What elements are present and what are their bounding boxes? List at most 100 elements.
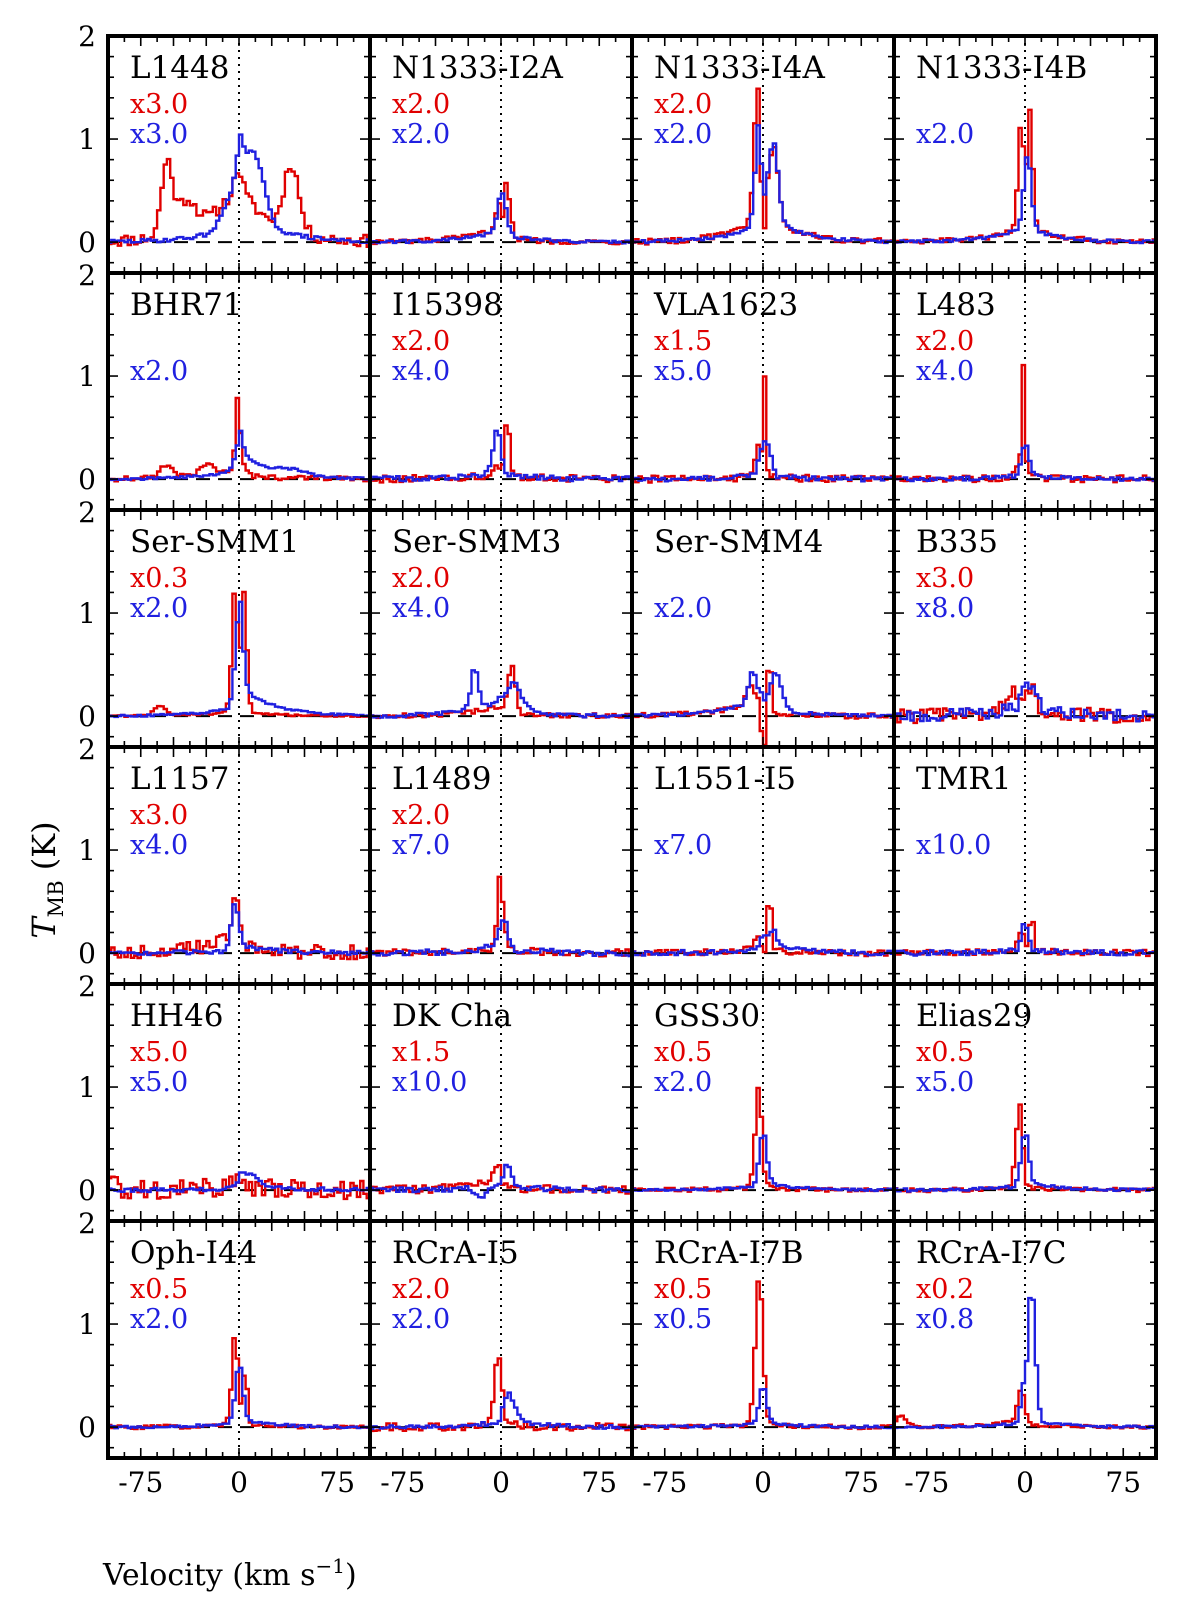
spectra [370, 424, 632, 484]
blue-spectrum [894, 444, 1156, 483]
panel-l1551-i5: L1551-I5 x7.0 [630, 745, 896, 986]
y-tick-label: 1 [78, 1071, 96, 1104]
blue-spectrum [894, 923, 1156, 957]
red-scale-factor: x5.0 [130, 1037, 188, 1068]
spectra [894, 108, 1156, 245]
spectra [108, 1337, 370, 1431]
panel-title: B335 [916, 524, 998, 560]
y-tick-label: 0 [78, 700, 96, 733]
blue-scale-factor: x2.0 [916, 119, 974, 150]
y-axis-label-tail: (K) [25, 821, 63, 880]
spectra [894, 1296, 1156, 1430]
red-scale-factor: x0.5 [916, 1037, 974, 1068]
blue-spectrum [894, 681, 1156, 723]
spectra [108, 396, 370, 483]
blue-scale-factor: x10.0 [392, 1067, 467, 1098]
x-tick-label: 75 [319, 1466, 355, 1499]
blue-spectrum [108, 1366, 370, 1430]
tick-marks [893, 36, 1157, 273]
red-scale-factor: x0.2 [916, 1274, 974, 1305]
blue-spectrum [108, 429, 370, 482]
blue-scale-factor: x4.0 [392, 593, 450, 624]
y-tick-label: 2 [78, 1207, 96, 1240]
blue-scale-factor: x2.0 [654, 1067, 712, 1098]
x-tick-label: -75 [118, 1466, 163, 1499]
red-spectrum [108, 396, 370, 483]
red-spectrum [108, 590, 370, 718]
blue-scale-factor: x3.0 [130, 119, 188, 150]
red-scale-factor: x0.5 [130, 1274, 188, 1305]
red-spectrum [370, 181, 632, 246]
spectra [632, 87, 894, 246]
red-scale-factor: x0.5 [654, 1274, 712, 1305]
x-axis-label: Velocity (km s−1) [102, 1554, 357, 1593]
panel-title: DK Cha [392, 998, 512, 1034]
panel-title: Ser-SMM3 [392, 524, 561, 560]
blue-scale-factor: x7.0 [392, 830, 450, 861]
y-tick-label: 1 [78, 1308, 96, 1341]
axis-labels: Velocity (km s−1) TMB (K) [25, 821, 357, 1593]
blue-spectrum [108, 903, 370, 957]
red-scale-factor: x0.5 [654, 1037, 712, 1068]
blue-spectrum [632, 1388, 894, 1430]
red-scale-factor: x2.0 [654, 89, 712, 120]
tick-marks [893, 510, 1157, 747]
x-tick-label: 0 [230, 1466, 248, 1499]
red-spectrum [632, 375, 894, 484]
blue-spectrum [632, 671, 894, 719]
panel-title: L483 [916, 287, 996, 323]
red-scale-factor: x2.0 [392, 800, 450, 831]
panel-n1333-i4b: N1333-I4B x2.0 [892, 34, 1158, 275]
panel-title: Ser-SMM1 [130, 524, 299, 560]
red-scale-factor: x2.0 [392, 326, 450, 357]
red-scale-factor: x3.0 [130, 800, 188, 831]
tick-marks [107, 1221, 371, 1458]
spectra [108, 897, 370, 961]
blue-spectrum [632, 124, 894, 245]
panel-bhr71: BHR71 x2.0 0 1 2 [78, 259, 372, 512]
blue-spectrum [370, 1163, 632, 1199]
blue-spectrum [108, 1171, 370, 1194]
red-scale-factor: x2.0 [392, 89, 450, 120]
blue-scale-factor: x2.0 [392, 1304, 450, 1335]
panel-title: TMR1 [916, 761, 1011, 797]
blue-spectrum [632, 1134, 894, 1193]
y-tick-label: 0 [78, 226, 96, 259]
red-scale-factor: x3.0 [916, 563, 974, 594]
blue-spectrum [632, 928, 894, 957]
panel-title: N1333-I4A [654, 50, 825, 86]
panel-title: RCrA-I5 [392, 1235, 519, 1271]
y-tick-label: 0 [78, 937, 96, 970]
x-axis-label-main: Velocity (km s [102, 1558, 316, 1593]
x-tick-label: 0 [754, 1466, 772, 1499]
spectra [370, 1163, 632, 1199]
x-tick-label: 0 [1016, 1466, 1034, 1499]
spectra [370, 181, 632, 246]
y-tick-label: 2 [78, 20, 96, 53]
red-scale-factor: x0.3 [130, 563, 188, 594]
blue-scale-factor: x4.0 [392, 356, 450, 387]
panel-title: VLA1623 [653, 287, 798, 323]
panel-title: L1489 [392, 761, 491, 797]
tick-marks [107, 747, 371, 984]
blue-scale-factor: x2.0 [392, 119, 450, 150]
x-axis-label-exponent: −1 [316, 1554, 345, 1578]
y-tick-label: 2 [78, 496, 96, 529]
spectra [108, 1171, 370, 1201]
panel-title: L1551-I5 [654, 761, 796, 797]
y-tick-label: 2 [78, 733, 96, 766]
panel-ser-smm4: Ser-SMM4 x2.0 [630, 508, 896, 749]
red-scale-factor: x1.5 [654, 326, 712, 357]
x-tick-label: -75 [904, 1466, 949, 1499]
blue-scale-factor: x0.8 [916, 1304, 974, 1335]
spectra [632, 905, 894, 958]
y-tick-label: 1 [78, 123, 96, 156]
